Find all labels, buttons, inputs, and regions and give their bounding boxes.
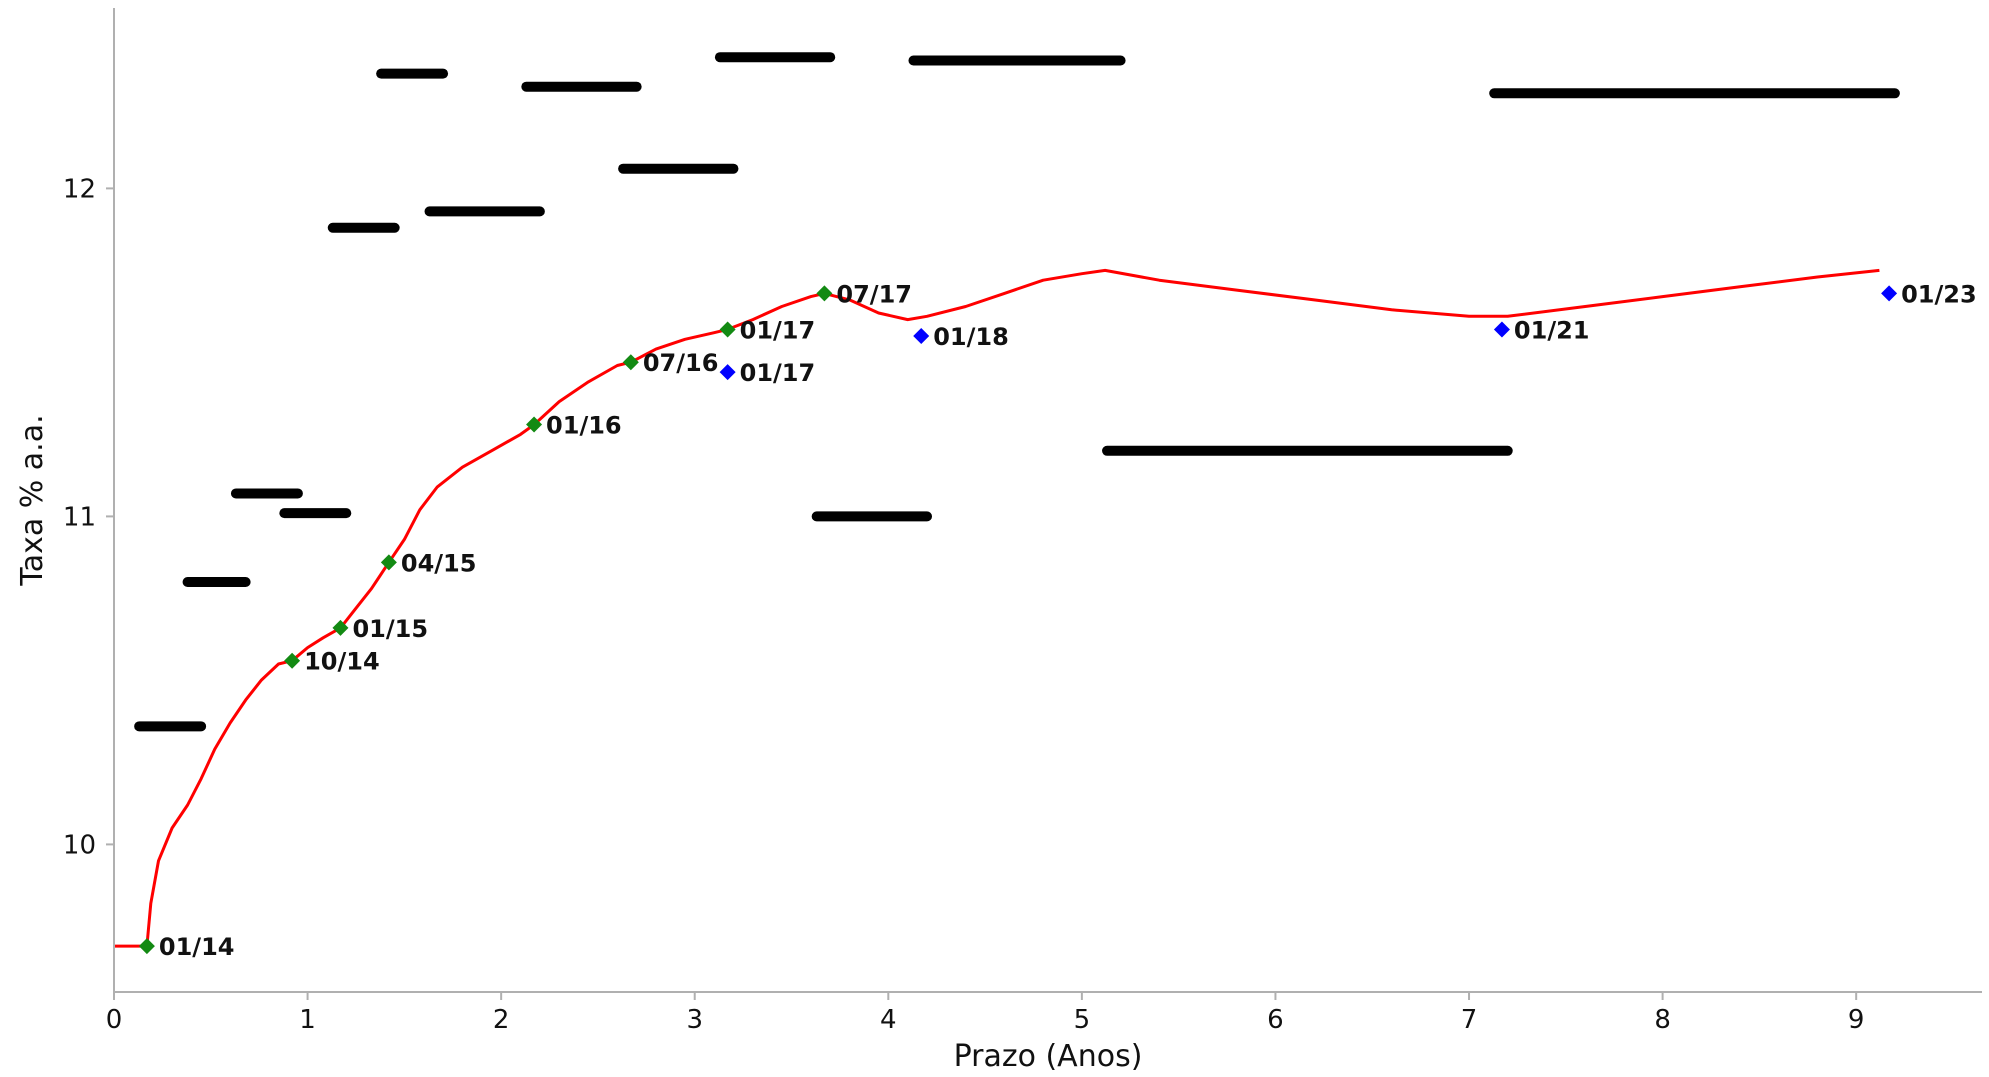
y-tick-label: 11 [63,502,96,532]
x-tick-label: 9 [1848,1005,1865,1035]
curve-group [114,268,1880,948]
horizontal-segments-group [134,52,1900,732]
blue-point-label: 01/18 [933,323,1009,351]
green-point-marker [622,354,639,371]
x-tick-label: 8 [1654,1005,1671,1035]
x-tick-label: 4 [880,1005,897,1035]
green-point-label: 10/14 [304,648,380,676]
x-tick-label: 5 [1074,1005,1091,1035]
yield-curve-line [114,268,1880,948]
y-ticks-group: 10 11 12 [63,174,114,860]
x-tick-label: 1 [299,1005,316,1035]
green-point-label: 07/17 [836,280,912,308]
y-tick-label: 10 [63,830,96,860]
green-point-marker [332,619,349,636]
x-tick-label: 6 [1267,1005,1284,1035]
blue-point-marker [913,328,930,344]
blue-point-marker [719,364,736,381]
green-point-marker [284,652,301,669]
x-tick-label: 2 [493,1005,510,1035]
x-tick-label: 7 [1461,1005,1478,1035]
blue-point-label: 01/23 [1901,280,1977,308]
blue-point-label: 01/17 [740,359,816,387]
x-axis-title: Prazo (Anos) [954,1039,1143,1074]
points-group: 01/14 10/14 01/15 04/15 01/16 07/16 01/17 07/17… [138,280,1977,961]
y-tick-label: 12 [63,174,96,204]
green-point-label: 01/16 [546,412,622,440]
blue-point-label: 01/21 [1514,316,1590,344]
green-point-marker [380,554,397,571]
green-point-label: 04/15 [401,549,477,577]
green-point-marker [719,321,736,338]
x-tick-label: 0 [106,1005,123,1035]
blue-point-marker [1493,321,1510,338]
green-point-label: 07/16 [643,349,719,377]
green-point-label: 01/17 [740,316,816,344]
x-ticks-group: 0 1 2 3 4 5 6 7 8 9 [106,992,1865,1035]
x-tick-label: 3 [686,1005,703,1035]
green-point-marker [138,938,155,955]
green-point-marker [816,285,833,302]
green-point-marker [526,416,543,433]
y-axis-title: Taxa % a.a. [15,414,50,586]
green-point-label: 01/15 [352,615,428,643]
green-point-label: 01/14 [159,933,235,961]
blue-point-marker [1881,285,1898,302]
